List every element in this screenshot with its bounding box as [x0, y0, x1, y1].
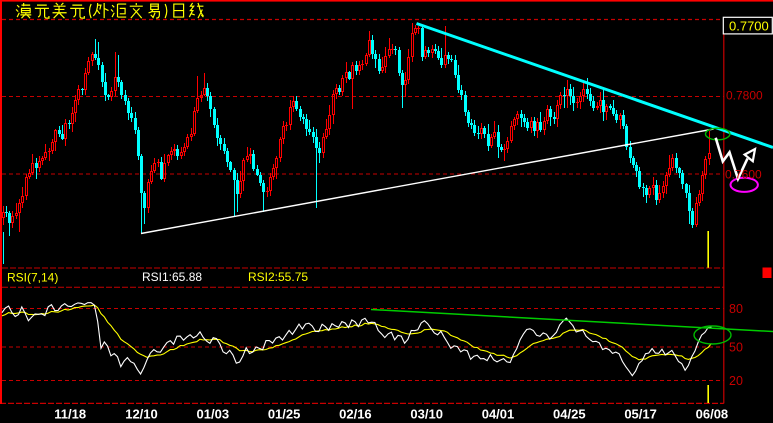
- svg-text:50: 50: [729, 341, 743, 355]
- svg-text:RSI2:55.75: RSI2:55.75: [248, 270, 308, 284]
- svg-text:0.7800: 0.7800: [726, 89, 763, 103]
- svg-text:RSI1:65.88: RSI1:65.88: [142, 270, 202, 284]
- svg-text:0.7600: 0.7600: [725, 168, 762, 182]
- svg-text:01/25: 01/25: [268, 407, 301, 422]
- svg-text:80: 80: [729, 302, 743, 316]
- svg-text:11/18: 11/18: [54, 407, 86, 422]
- svg-text:0.7700: 0.7700: [729, 19, 769, 34]
- svg-text:05/17: 05/17: [624, 407, 657, 422]
- svg-text:06/08: 06/08: [696, 407, 729, 422]
- svg-text:12/10: 12/10: [125, 407, 158, 422]
- svg-text:04/25: 04/25: [553, 407, 586, 422]
- svg-text:01/03: 01/03: [197, 407, 230, 422]
- svg-text:04/01: 04/01: [482, 407, 515, 422]
- svg-text:RSI(7,14): RSI(7,14): [7, 271, 58, 285]
- svg-text:02/16: 02/16: [339, 407, 372, 422]
- svg-text:03/10: 03/10: [410, 407, 443, 422]
- svg-text:20: 20: [729, 374, 743, 388]
